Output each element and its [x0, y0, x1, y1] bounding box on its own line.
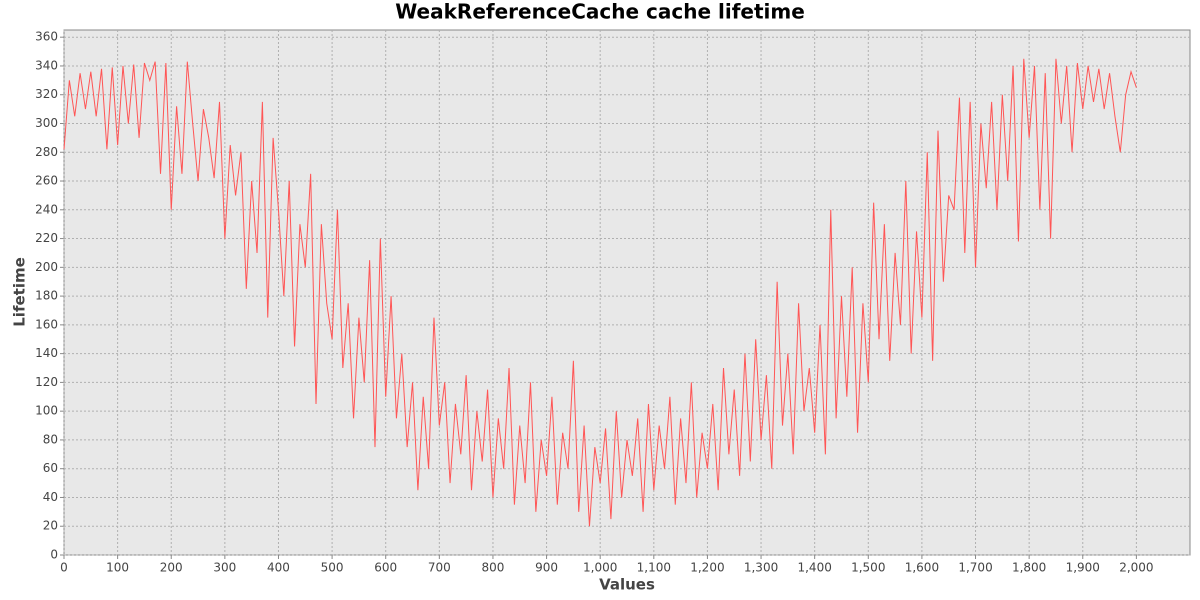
x-tick-label: 0 [60, 561, 68, 575]
y-tick-label: 120 [35, 375, 58, 389]
plot-area [63, 29, 1191, 556]
y-tick-label: 340 [35, 58, 58, 72]
x-tick-label: 1,500 [851, 561, 885, 575]
y-tick-label: 40 [43, 490, 58, 504]
x-tick-label: 1,900 [1066, 561, 1100, 575]
x-tick-label: 1,300 [744, 561, 778, 575]
x-tick-label: 1,200 [690, 561, 724, 575]
y-tick-label: 240 [35, 202, 58, 216]
x-tick-label: 100 [106, 561, 129, 575]
x-tick-label: 1,000 [583, 561, 617, 575]
x-tick-label: 2,000 [1119, 561, 1153, 575]
x-tick-label: 1,700 [958, 561, 992, 575]
y-tick-label: 60 [43, 461, 58, 475]
x-tick-label: 600 [374, 561, 397, 575]
y-tick-label: 160 [35, 317, 58, 331]
data-line [63, 58, 1137, 527]
x-tick-label: 700 [428, 561, 451, 575]
chart-title: WeakReferenceCache cache lifetime [395, 0, 805, 24]
x-tick-label: 1,100 [637, 561, 671, 575]
y-tick-label: 140 [35, 346, 58, 360]
x-axis-label: Values [599, 576, 655, 594]
y-tick-label: 320 [35, 87, 58, 101]
y-axis-label: Lifetime [11, 257, 29, 327]
y-tick-label: 360 [35, 30, 58, 44]
x-tick-label: 800 [481, 561, 504, 575]
y-tick-label: 180 [35, 289, 58, 303]
x-tick-label: 200 [160, 561, 183, 575]
y-tick-label: 0 [50, 548, 58, 562]
y-tick-label: 220 [35, 231, 58, 245]
y-tick-label: 20 [43, 519, 58, 533]
x-tick-label: 1,600 [905, 561, 939, 575]
x-tick-label: 400 [267, 561, 290, 575]
y-tick-label: 300 [35, 116, 58, 130]
x-tick-label: 300 [213, 561, 236, 575]
y-tick-label: 80 [43, 432, 58, 446]
x-tick-label: 1,800 [1012, 561, 1046, 575]
y-tick-label: 200 [35, 260, 58, 274]
y-tick-label: 260 [35, 174, 58, 188]
y-tick-label: 100 [35, 404, 58, 418]
x-tick-label: 500 [321, 561, 344, 575]
x-tick-label: 1,400 [797, 561, 831, 575]
y-tick-label: 280 [35, 145, 58, 159]
x-tick-label: 900 [535, 561, 558, 575]
